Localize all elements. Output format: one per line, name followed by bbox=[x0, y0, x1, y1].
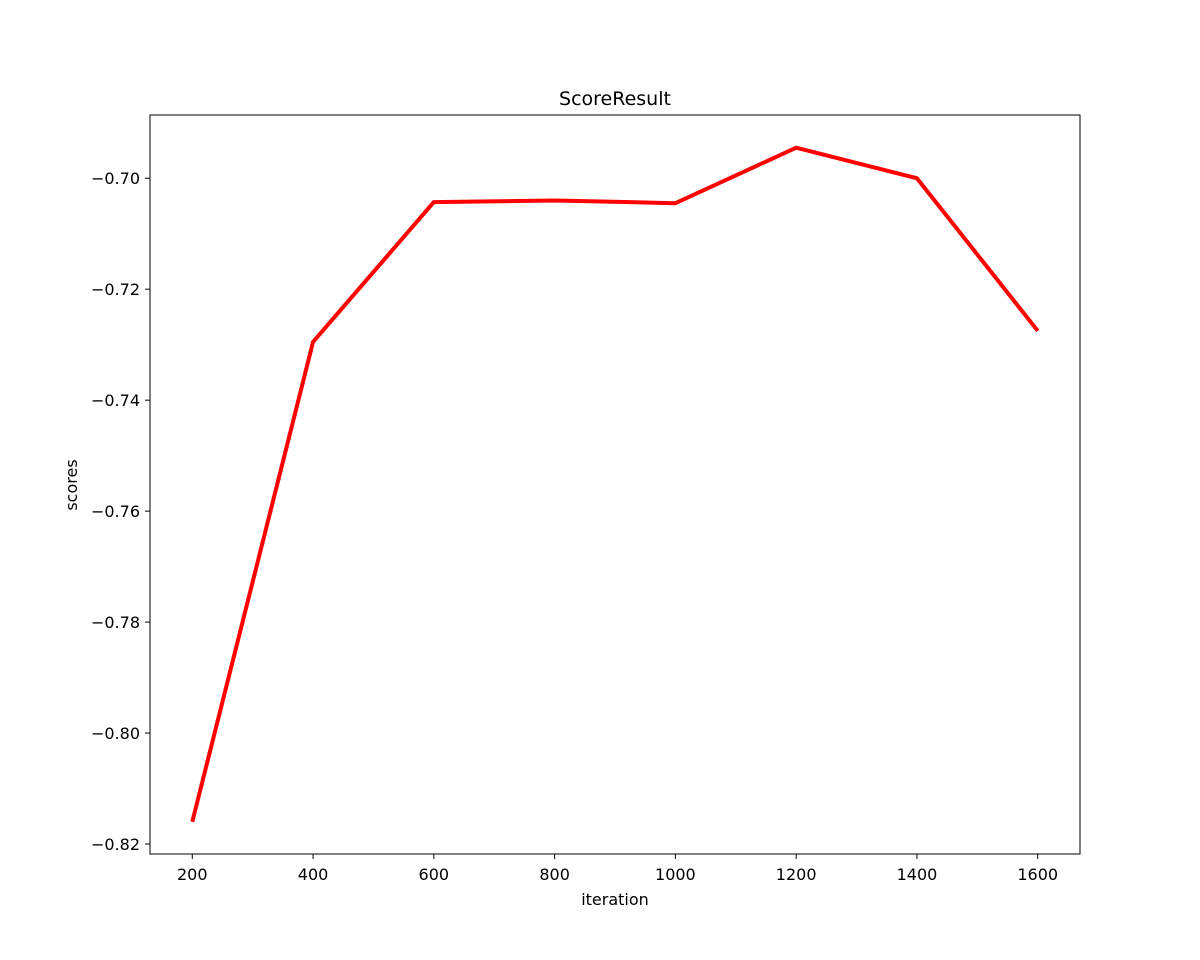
y-tick-label: −0.72 bbox=[91, 280, 140, 299]
y-axis-ticks: −0.82 −0.80 −0.78 −0.76 −0.74 −0.72 −0.70 bbox=[91, 169, 150, 854]
y-tick-label: −0.82 bbox=[91, 835, 140, 854]
x-tick-label: 200 bbox=[177, 865, 208, 884]
x-tick-label: 1400 bbox=[897, 865, 938, 884]
y-tick-label: −0.80 bbox=[91, 724, 140, 743]
x-tick-label: 800 bbox=[539, 865, 570, 884]
x-tick-label: 1600 bbox=[1017, 865, 1058, 884]
x-tick-label: 1200 bbox=[776, 865, 817, 884]
y-tick-label: −0.74 bbox=[91, 391, 140, 410]
data-layer bbox=[190, 145, 1040, 823]
x-axis-title: iteration bbox=[581, 890, 649, 909]
y-axis-title: scores bbox=[62, 459, 81, 510]
x-tick-label: 600 bbox=[419, 865, 450, 884]
x-axis-ticks: 200 400 600 800 1000 1200 1400 1600 bbox=[177, 854, 1058, 884]
x-tick-label: 400 bbox=[298, 865, 329, 884]
x-tick-label: 1000 bbox=[655, 865, 696, 884]
chart-title: ScoreResult bbox=[559, 88, 671, 110]
y-tick-label: −0.76 bbox=[91, 502, 140, 521]
y-tick-label: −0.78 bbox=[91, 613, 140, 632]
series-line-0 bbox=[190, 145, 1040, 823]
plot-frame bbox=[149, 114, 1081, 855]
y-tick-label: −0.70 bbox=[91, 169, 140, 188]
